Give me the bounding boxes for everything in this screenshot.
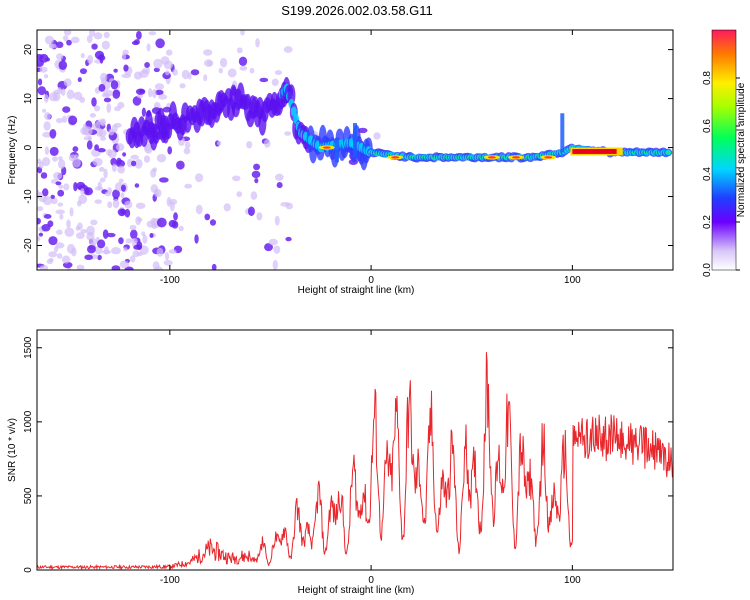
colorbar-tick-label-2: 0.4: [702, 167, 713, 181]
y-tick-label-3: 10: [23, 93, 34, 105]
spectrogram-heatmap: [37, 30, 673, 270]
y-tick-label-0: -20: [23, 238, 34, 253]
y-tick-label-2: 0: [23, 144, 34, 150]
x-tick-label-2: 100: [564, 575, 581, 586]
spectrogram-y-label: Frequency (Hz): [7, 116, 18, 185]
snr-y-label: SNR (10 * v/v): [7, 418, 18, 482]
x-tick-label-0: -100: [160, 275, 180, 286]
y-tick-label-2: 1000: [23, 410, 34, 433]
y-tick-label-3: 1500: [23, 336, 34, 359]
colorbar-gradient: [711, 29, 737, 271]
colorbar-label: Normalized spectral amplitude: [736, 82, 747, 217]
snr-plot-area: [37, 330, 673, 570]
colorbar-tick-label-4: 0.8: [702, 71, 713, 85]
colorbar-tick-label-1: 0.2: [702, 215, 713, 229]
x-tick-label-2: 100: [564, 275, 581, 286]
x-tick-label-1: 0: [368, 275, 374, 286]
snr-series-line: [37, 352, 673, 570]
x-tick-label-0: -100: [160, 575, 180, 586]
colorbar-tick-label-3: 0.6: [702, 119, 713, 133]
y-tick-label-0: 0: [23, 567, 34, 573]
spectrogram-frame: [36, 29, 674, 271]
snr-x-label: Height of straight line (km): [298, 585, 415, 596]
colorbar: 0.0 0.2 0.4 0.6 0.8 Normalized spectral ampl…: [702, 29, 747, 277]
y-tick-label-4: 20: [23, 44, 34, 56]
figure-title: S199.2026.002.03.58.G11: [281, 3, 433, 18]
colorbar-ticks: 0.0 0.2 0.4 0.6 0.8: [702, 71, 740, 277]
snr-frame: [36, 329, 674, 571]
y-tick-label-1: -10: [23, 189, 34, 204]
spectrogram-x-label: Height of straight line (km): [298, 285, 415, 296]
x-tick-label-1: 0: [368, 575, 374, 586]
colorbar-tick-label-0: 0.0: [702, 263, 713, 277]
y-tick-label-1: 500: [23, 487, 34, 504]
